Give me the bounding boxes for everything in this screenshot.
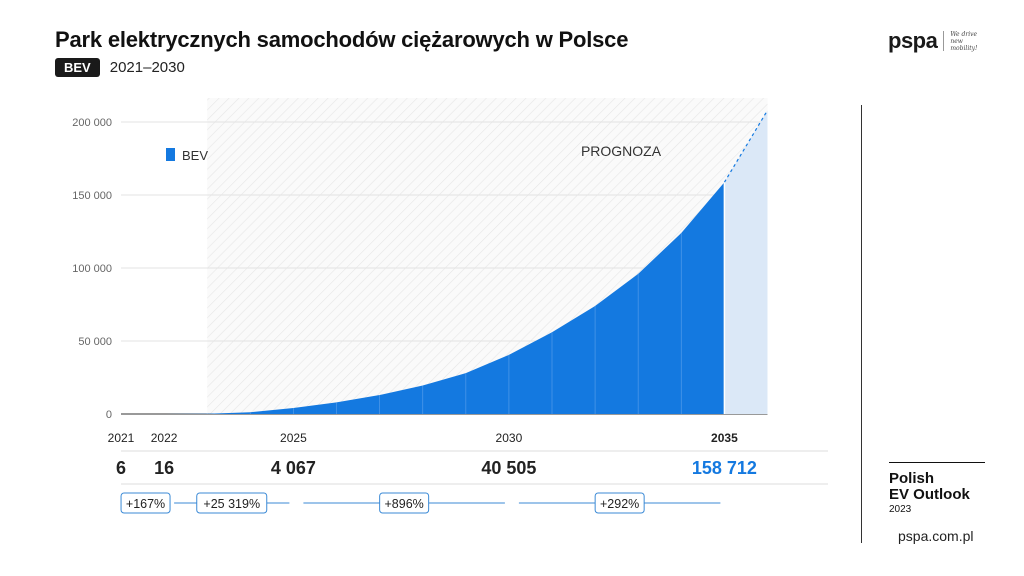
- total-value: 6: [116, 458, 126, 478]
- y-tick-label: 150 000: [72, 190, 112, 202]
- growth-label: +25 319%: [203, 497, 260, 511]
- growth-box: [120, 492, 171, 514]
- outlook-line1: Polish: [889, 470, 935, 487]
- bev-badge: BEV: [55, 58, 100, 77]
- x-tick-label: 2021: [108, 431, 135, 445]
- forecast-extension-area: [724, 110, 768, 414]
- growth-label: +896%: [385, 497, 424, 511]
- outlook-year: 2023: [889, 504, 912, 515]
- website-url: pspa.com.pl: [898, 528, 974, 544]
- legend-swatch-bev: [166, 148, 175, 161]
- logo-tagline: We drive new mobility!: [950, 30, 978, 52]
- logo-wordmark: pspa: [888, 28, 938, 53]
- legend-label-bev: BEV: [182, 148, 208, 163]
- growth-box: [594, 492, 645, 514]
- forecast-extension-line: [723, 110, 769, 183]
- x-tick-label: 2030: [496, 431, 523, 445]
- x-tick-label: 2025: [280, 431, 307, 445]
- total-value: 40 505: [481, 458, 536, 478]
- growth-box: [196, 492, 268, 514]
- growth-label: +167%: [126, 497, 165, 511]
- y-tick-label: 200 000: [72, 117, 112, 129]
- vertical-divider: [861, 105, 862, 543]
- y-tick-label: 0: [106, 409, 112, 421]
- subtitle: 2021–2030: [109, 59, 185, 76]
- pspa-logo: pspa We drive new mobility!: [888, 28, 986, 54]
- total-value: 158 712: [692, 458, 757, 478]
- forecast-label: PROGNOZA: [581, 143, 662, 159]
- y-tick-label: 100 000: [72, 263, 112, 275]
- total-value: 16: [154, 458, 174, 478]
- bev-area-series: [121, 182, 725, 414]
- outlook-line2: EV Outlook: [889, 486, 970, 503]
- growth-label: +292%: [600, 497, 639, 511]
- subtitle-row: BEV 2021–2030: [55, 58, 185, 77]
- polish-ev-outlook-logo: Polish EV Outlook 2023: [889, 462, 985, 515]
- chart-title: Park elektrycznych samochodów ciężarowyc…: [55, 27, 629, 52]
- x-tick-label: 2035: [711, 431, 738, 445]
- total-value: 4 067: [271, 458, 316, 478]
- logo-divider: [943, 31, 945, 51]
- y-tick-label: 50 000: [78, 336, 112, 348]
- growth-box: [379, 492, 430, 514]
- x-tick-label: 2022: [151, 431, 178, 445]
